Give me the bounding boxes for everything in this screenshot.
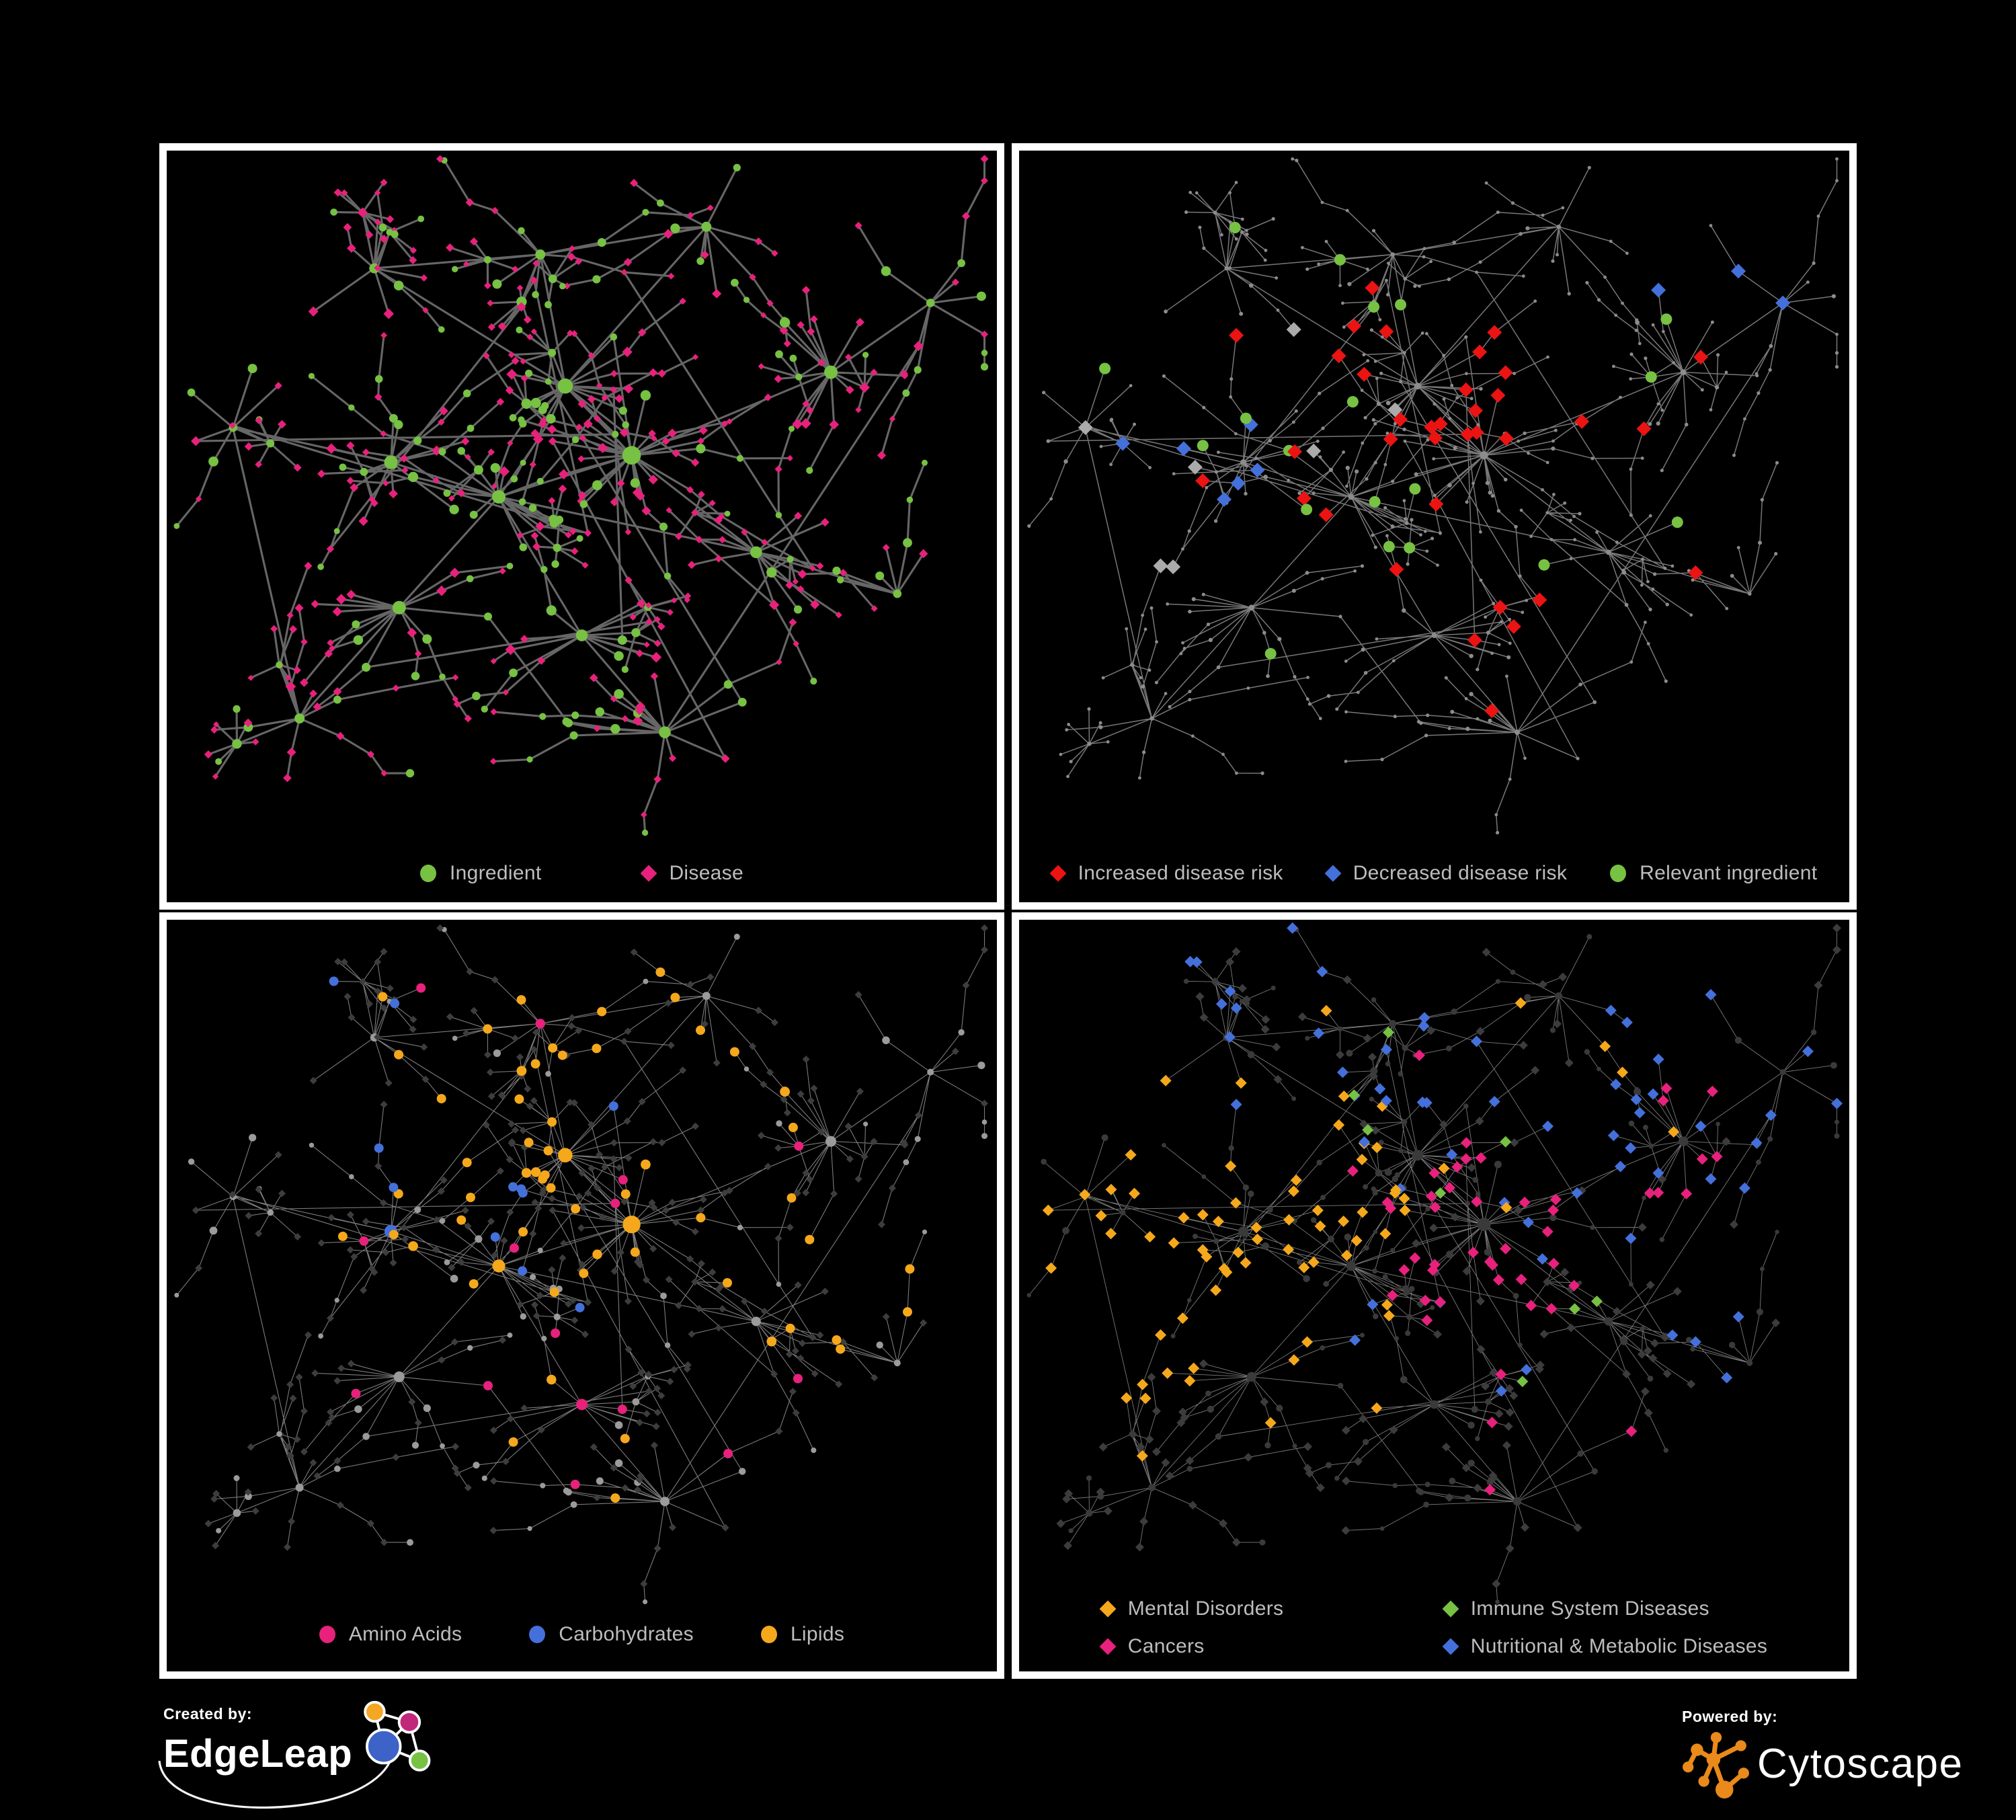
legend-label: Mental Disorders [1127, 1597, 1284, 1620]
edgeleap-swoosh-decoration [158, 1749, 395, 1809]
panel-disease-categories: Mental Disorders Immune System Diseases Ca… [1012, 912, 1857, 1679]
legend-item-mental-disorders: Mental Disorders [1099, 1597, 1404, 1620]
legend-item-decreased-disease-risk: Decreased disease risk [1324, 862, 1568, 885]
legend-disease-categories: Mental Disorders Immune System Diseases Ca… [1019, 1597, 1849, 1658]
legend-nutrient-classes: Amino Acids Carbohydrates Lipids [167, 1623, 997, 1646]
cytoscape-wordmark: Cytoscape [1757, 1740, 1964, 1787]
legend-item-ingredient: Ingredient [420, 862, 541, 885]
legend-circle-icon [420, 865, 437, 882]
legend-item-relevant-ingredient: Relevant ingredient [1610, 862, 1817, 885]
legend-item-carbohydrates: Carbohydrates [529, 1623, 694, 1646]
legend-circle-icon [760, 1626, 777, 1643]
legend-label: Increased disease risk [1078, 862, 1283, 884]
legend-label: Amino Acids [348, 1623, 462, 1645]
legend-diamond-icon [1324, 865, 1342, 882]
legend-diamond-icon [1049, 865, 1067, 882]
powered-by-label: Powered by: [1682, 1708, 1778, 1725]
legend-diamond-icon [1099, 1638, 1117, 1655]
created-by-label: Created by: [163, 1705, 253, 1723]
legend-circle-icon [529, 1626, 546, 1643]
legend-item-nutritional-metabolic-diseases: Nutritional & Metabolic Diseases [1442, 1635, 1768, 1658]
legend-label: Cancers [1127, 1635, 1205, 1657]
panel-ingredient-disease: Ingredient Disease [159, 143, 1004, 910]
edgeleap-logo-icon [364, 1700, 431, 1772]
powered-by-block: Powered by: [1682, 1708, 1963, 1798]
legend-item-amino-acids: Amino Acids [319, 1623, 462, 1646]
legend-label: Nutritional & Metabolic Diseases [1470, 1635, 1768, 1657]
legend-circle-icon [319, 1626, 335, 1643]
legend-diamond-icon [1442, 1600, 1459, 1618]
legend-item-disease: Disease [641, 862, 743, 885]
legend-label: Immune System Diseases [1470, 1597, 1709, 1620]
legend-label: Disease [669, 862, 743, 884]
network-graph-disease-risk [1027, 157, 1839, 835]
legend-label: Decreased disease risk [1353, 862, 1568, 884]
legend-label: Ingredient [450, 862, 542, 884]
cytoscape-logo-icon [1683, 1732, 1749, 1798]
legend-circle-icon [1610, 865, 1627, 882]
network-graph-nutrient-classes [174, 924, 988, 1605]
legend-item-increased-disease-risk: Increased disease risk [1049, 862, 1283, 885]
created-by-block: Created by: EdgeLeap [158, 1700, 433, 1809]
legend-diamond-icon [641, 865, 657, 882]
legend-label: Carbohydrates [559, 1623, 694, 1645]
edgeleap-wordmark: EdgeLeap [163, 1732, 353, 1776]
legend-item-immune-system-diseases: Immune System Diseases [1442, 1597, 1767, 1620]
legend-diamond-icon [1442, 1638, 1459, 1655]
panel-disease-risk: Increased disease risk Decreased disease … [1012, 143, 1857, 910]
legend-item-cancers: Cancers [1099, 1635, 1404, 1658]
legend-diamond-icon [1099, 1600, 1117, 1618]
legend-label: Relevant ingredient [1640, 862, 1818, 884]
legend-ingredient-disease: Ingredient Disease [167, 862, 997, 885]
network-graph-ingredient-disease [173, 155, 989, 836]
network-graph-disease-categories [1026, 922, 1843, 1604]
legend-label: Lipids [790, 1623, 845, 1645]
legend-item-lipids: Lipids [760, 1623, 845, 1646]
legend-disease-risk: Increased disease risk Decreased disease … [1019, 862, 1849, 885]
panel-nutrient-classes: Amino Acids Carbohydrates Lipids [159, 912, 1004, 1679]
